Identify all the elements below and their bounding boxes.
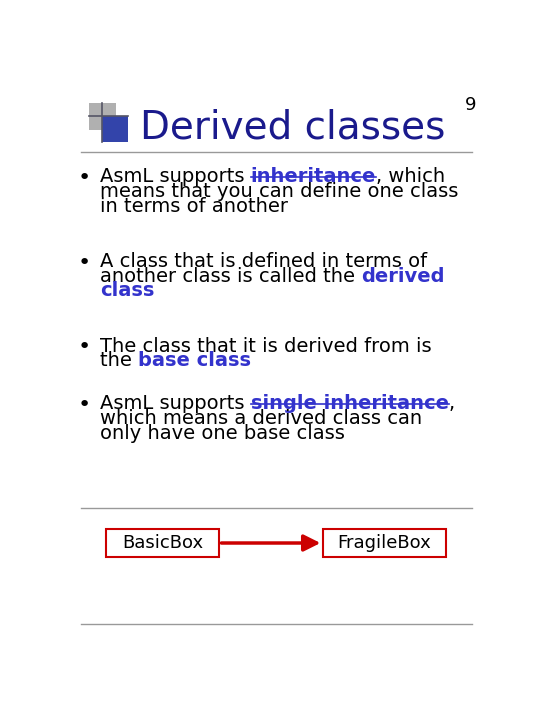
Text: single inheritance: single inheritance	[251, 395, 449, 413]
Text: means that you can define one class: means that you can define one class	[100, 182, 458, 201]
Text: in terms of another: in terms of another	[100, 197, 288, 215]
Bar	[323, 529, 446, 557]
Text: base class: base class	[138, 351, 251, 370]
Text: •: •	[78, 168, 91, 188]
Text: class: class	[100, 282, 154, 300]
Text: The class that it is derived from is: The class that it is derived from is	[100, 337, 431, 356]
Text: Derived classes: Derived classes	[139, 108, 445, 146]
Text: AsmL supports: AsmL supports	[100, 167, 251, 186]
Text: BasicBox: BasicBox	[122, 534, 203, 552]
Text: A class that is defined in terms of: A class that is defined in terms of	[100, 252, 427, 271]
Text: AsmL supports: AsmL supports	[100, 395, 251, 413]
Text: •: •	[78, 253, 91, 273]
Text: another class is called the: another class is called the	[100, 266, 361, 286]
Text: ,: ,	[449, 395, 455, 413]
Text: •: •	[78, 338, 91, 357]
Text: derived: derived	[361, 266, 445, 286]
Text: inheritance: inheritance	[251, 167, 376, 186]
Text: 9: 9	[464, 96, 476, 114]
Bar	[89, 104, 116, 130]
Text: , which: , which	[376, 167, 446, 186]
Text: only have one base class: only have one base class	[100, 423, 345, 443]
Text: FragileBox: FragileBox	[338, 534, 431, 552]
Bar	[102, 116, 128, 142]
Text: the: the	[100, 351, 138, 370]
Text: which means a derived class can: which means a derived class can	[100, 409, 422, 428]
Bar	[106, 529, 219, 557]
Text: •: •	[78, 395, 91, 415]
